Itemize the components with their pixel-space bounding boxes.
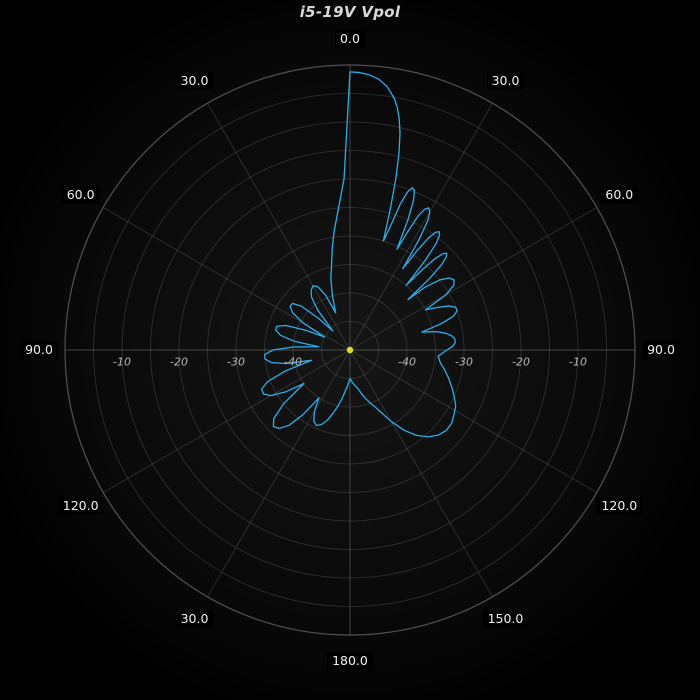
angle-tick-label-7: 30.0: [175, 610, 214, 629]
radial-tick-label-3-right: -40: [398, 355, 416, 369]
radial-tick-label-1-left: -20: [170, 355, 188, 369]
polar-grid-spokes: [65, 65, 635, 635]
angle-tick-label-10: 60.0: [61, 185, 100, 204]
radial-tick-label-0-right: -10: [569, 355, 587, 369]
angle-tick-label-9: 90.0: [20, 341, 58, 359]
radial-tick-label-0-left: -10: [113, 355, 131, 369]
angle-tick-label-11: 30.0: [175, 71, 214, 90]
angle-tick-label-5: 150.0: [482, 610, 529, 629]
center-marker-icon: [346, 346, 354, 354]
angle-tick-label-1: 30.0: [486, 71, 525, 90]
radial-tick-label-2-left: -30: [227, 355, 245, 369]
angle-tick-label-4: 120.0: [596, 496, 643, 515]
chart-title: i5-19V Vpol: [299, 3, 401, 21]
radial-tick-label-1-right: -20: [512, 355, 530, 369]
angle-tick-label-3: 90.0: [642, 341, 680, 359]
angle-tick-label-2: 60.0: [600, 185, 639, 204]
radial-tick-label-2-right: -30: [455, 355, 473, 369]
radial-tick-label-3-left: -40: [284, 355, 302, 369]
angle-tick-label-8: 120.0: [57, 496, 104, 515]
angle-tick-label-6: 180.0: [327, 652, 373, 670]
radiation-pattern-trace: [260, 71, 458, 438]
angle-tick-label-0: 0.0: [335, 30, 365, 48]
